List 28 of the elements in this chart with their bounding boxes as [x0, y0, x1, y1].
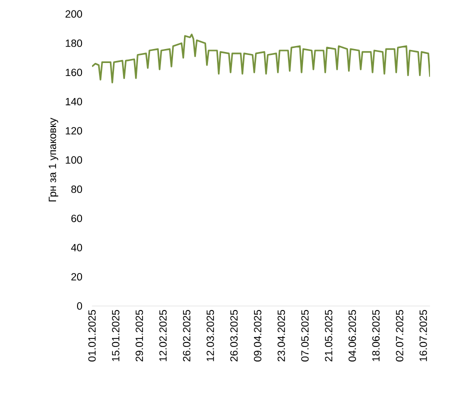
y-tick-label: 0 — [77, 302, 82, 310]
line-series — [92, 34, 430, 84]
y-tick-label: 40 — [71, 244, 82, 252]
y-tick-label: 180 — [66, 40, 82, 47]
y-tick-label: 160 — [66, 68, 82, 76]
x-tick-label: 01.01.2025 — [88, 310, 96, 362]
x-tick-label: 09.04.2025 — [254, 310, 262, 362]
x-tick-label: 15.01.2025 — [112, 310, 120, 362]
y-tick-label: 120 — [66, 127, 82, 135]
y-tick-label: 200 — [66, 10, 82, 18]
x-tick-label: 02.07.2025 — [396, 310, 404, 362]
y-tick-label: 60 — [71, 214, 82, 222]
x-tick-label: 26.02.2025 — [182, 310, 190, 362]
x-tick-label: 16.07.2025 — [420, 310, 427, 362]
y-axis-title: Грн за 1 упаковку — [48, 118, 58, 202]
x-tick-label: 18.06.2025 — [372, 310, 380, 362]
y-tick-label: 100 — [66, 156, 82, 164]
x-tick-label: 26.03.2025 — [230, 310, 238, 362]
x-tick-label: 12.03.2025 — [206, 310, 214, 362]
x-tick-label: 23.04.2025 — [278, 310, 285, 362]
x-tick-label: 29.01.2025 — [136, 310, 144, 362]
x-tick-label: 04.06.2025 — [348, 310, 356, 362]
x-tick-label: 21.05.2025 — [324, 310, 332, 362]
y-tick-label: 80 — [71, 186, 82, 193]
y-tick-label: 20 — [71, 273, 82, 281]
x-tick-label: 12.02.2025 — [159, 310, 167, 362]
x-tick-label: 07.05.2025 — [301, 310, 309, 362]
y-tick-label: 140 — [66, 98, 82, 106]
